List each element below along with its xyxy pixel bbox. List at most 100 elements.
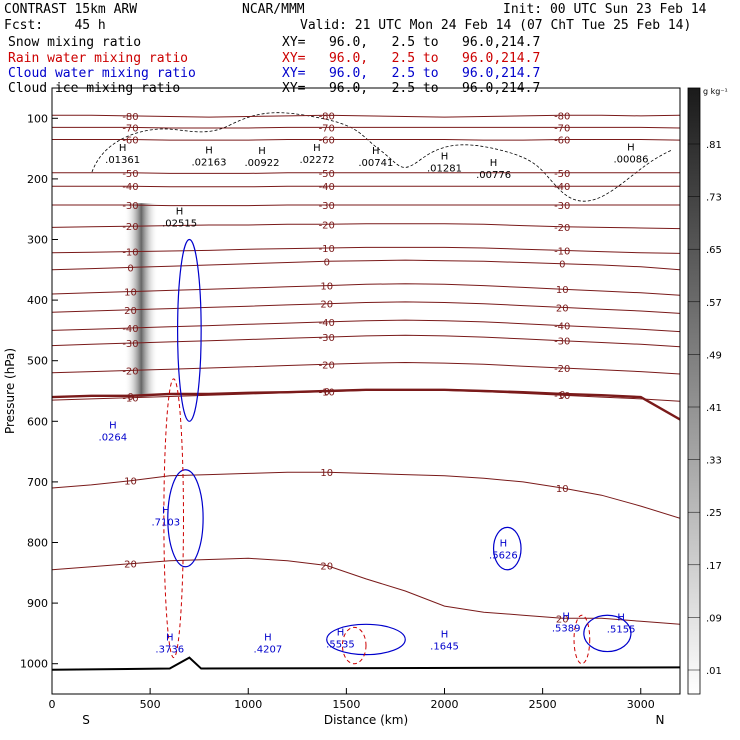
- contour-label: 0: [127, 392, 133, 403]
- max-marker: H: [166, 633, 174, 644]
- contour-label: -80: [122, 112, 138, 123]
- max-marker: H: [441, 630, 449, 641]
- max-marker: H: [627, 142, 635, 153]
- colorbar-tick-label: .57: [706, 298, 722, 309]
- contour-label: -20: [122, 222, 138, 233]
- max-value-label: .4207: [254, 645, 283, 656]
- contour-label: 10: [320, 282, 333, 293]
- contour-label: 0: [324, 257, 330, 268]
- colorbar-unit: g kg⁻¹: [703, 87, 728, 96]
- contour-label: -20: [554, 364, 570, 375]
- max-marker: H: [372, 146, 380, 157]
- cloud-water-contour: [177, 238, 202, 422]
- contour-label: -10: [319, 388, 335, 399]
- max-marker: H: [337, 628, 345, 639]
- colorbar-tick-label: .17: [706, 561, 722, 572]
- forecast-label: Fcst: 45 h: [4, 18, 106, 33]
- contour-label: 10: [320, 468, 333, 479]
- contour-label: -20: [122, 366, 138, 377]
- contour-label: -70: [122, 123, 138, 134]
- legend-snow-xy: XY= 96.0, 2.5 to 96.0,214.7: [282, 35, 541, 50]
- temperature-contour: [52, 204, 680, 207]
- cloud-water-contour: [326, 623, 406, 656]
- y-tick-label: 100: [27, 112, 48, 125]
- max-marker: H: [490, 158, 498, 169]
- contour-label: -40: [319, 318, 335, 329]
- temperature-contour: [52, 557, 680, 625]
- max-value-label: .02272: [299, 155, 334, 166]
- contour-label: -30: [122, 339, 138, 350]
- temperature-contour: [52, 139, 680, 141]
- max-marker: H: [500, 539, 508, 550]
- y-tick-label: 900: [27, 597, 48, 610]
- contour-label: -10: [122, 394, 138, 405]
- x-axis-label: Distance (km): [324, 713, 408, 727]
- contour-label: -30: [554, 337, 570, 348]
- max-marker: H: [441, 151, 449, 162]
- terrain-line: [52, 656, 680, 671]
- contour-label: 0: [559, 260, 565, 271]
- fcst-value: 45 h: [74, 18, 106, 33]
- contour-label: 20: [320, 300, 333, 311]
- x-tick-label: 500: [140, 698, 161, 711]
- temperature-contour: [52, 388, 680, 421]
- contour-label: -40: [319, 182, 335, 193]
- max-value-label: .02163: [192, 157, 227, 168]
- x-tick-label: 0: [49, 698, 56, 711]
- valid-time: Valid: 21 UTC Mon 24 Feb 14 (07 ChT Tue …: [300, 18, 692, 33]
- max-value-label: .01281: [427, 163, 462, 174]
- contour-label: -10: [319, 244, 335, 255]
- legend-cloudwater: Cloud water mixing ratio: [8, 66, 196, 81]
- init-time: Init: 00 UTC Sun 23 Feb 14: [503, 2, 707, 17]
- colorbar-tick-label: .49: [706, 350, 722, 361]
- max-value-label: .3736: [155, 645, 184, 656]
- temperature-contour: [52, 114, 680, 118]
- contour-label: -10: [122, 248, 138, 259]
- contour-label: -10: [554, 246, 570, 257]
- rain-water-contour: [341, 626, 367, 665]
- center-label: NCAR/MMM: [242, 2, 305, 17]
- max-value-label: .00086: [613, 154, 648, 165]
- contour-label: 20: [124, 560, 137, 571]
- contour-label: -20: [319, 360, 335, 371]
- contour-label: -50: [554, 169, 570, 180]
- cloud-water-contour: [492, 526, 522, 571]
- contour-label: 10: [556, 285, 569, 296]
- x-tick-label: 1500: [332, 698, 360, 711]
- legend-cloudwater-xy: XY= 96.0, 2.5 to 96.0,214.7: [282, 66, 541, 81]
- contour-label: -70: [319, 123, 335, 134]
- legend-snow: Snow mixing ratio: [8, 35, 142, 50]
- max-value-label: .00741: [358, 158, 393, 169]
- contour-label: -20: [319, 220, 335, 231]
- y-tick-label: 1000: [20, 658, 48, 671]
- cloud-water-contour: [167, 469, 204, 568]
- max-marker: H: [258, 146, 266, 157]
- rain-water-contour: [573, 614, 591, 665]
- contour-label: 0: [559, 390, 565, 401]
- y-tick-label: 800: [27, 537, 48, 550]
- contour-label: -60: [554, 136, 570, 147]
- max-value-label: .00922: [244, 158, 279, 169]
- x-tick-label: 1000: [234, 698, 262, 711]
- y-tick-label: 700: [27, 476, 48, 489]
- max-value-label: .5389: [552, 623, 581, 634]
- colorbar-tick-label: .01: [706, 666, 722, 677]
- contour-label: 20: [124, 306, 137, 317]
- x-end-label-right: N: [656, 713, 665, 727]
- contour-label: -10: [554, 391, 570, 402]
- max-value-label: .5535: [326, 640, 355, 651]
- fcst-label: Fcst:: [4, 18, 44, 33]
- colorbar-tick-label: .41: [706, 403, 722, 414]
- temperature-contour: [52, 283, 680, 296]
- contour-label: 10: [556, 484, 569, 495]
- colorbar-tick-label: .81: [706, 140, 722, 151]
- max-marker: H: [205, 145, 213, 156]
- colorbar: [687, 87, 701, 695]
- max-value-label: .02515: [162, 219, 197, 230]
- contour-label: -30: [554, 201, 570, 212]
- contour-label: 20: [320, 562, 333, 573]
- contour-label: -80: [319, 111, 335, 122]
- max-value-label: .01361: [105, 155, 140, 166]
